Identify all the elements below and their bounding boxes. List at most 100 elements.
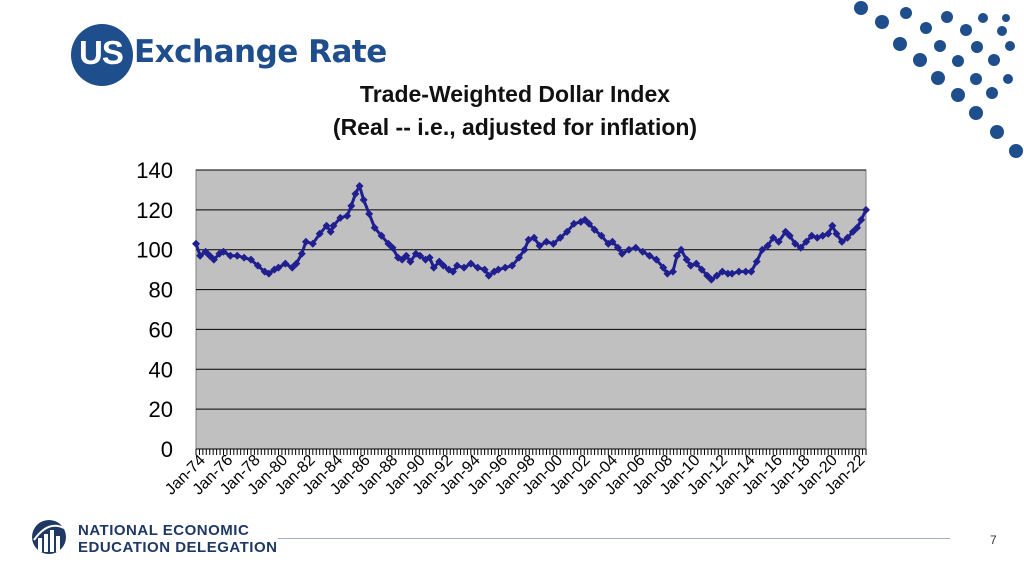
data-point — [416, 251, 425, 260]
data-point — [281, 259, 290, 268]
data-point — [473, 263, 482, 272]
decor-dot — [1005, 41, 1015, 51]
decor-dot — [893, 37, 907, 51]
data-point — [677, 245, 686, 254]
decor-dot — [997, 26, 1007, 36]
data-point — [569, 219, 578, 228]
data-point — [563, 227, 572, 236]
decor-dot — [988, 54, 1000, 66]
need-logo-icon — [32, 520, 66, 554]
data-point — [359, 195, 368, 204]
data-point — [542, 237, 551, 246]
y-tick-label: 40 — [149, 357, 173, 382]
data-point — [659, 263, 668, 272]
y-tick-label: 100 — [136, 238, 173, 263]
decor-dot — [986, 87, 998, 99]
data-point — [723, 269, 732, 278]
slide-title: Exchange Rate — [134, 34, 387, 70]
y-tick-label: 80 — [149, 278, 173, 303]
data-point — [697, 265, 706, 274]
data-point — [668, 267, 677, 276]
data-point — [508, 261, 517, 270]
data-point — [384, 239, 393, 248]
decor-dot — [900, 7, 912, 19]
data-point — [590, 225, 599, 234]
data-point — [449, 267, 458, 276]
decor-dot — [913, 53, 927, 67]
decor-dot — [971, 41, 983, 53]
decor-dot — [934, 40, 946, 52]
data-point — [608, 237, 617, 246]
data-point — [288, 263, 297, 272]
data-point — [652, 255, 661, 264]
data-point — [253, 261, 262, 270]
data-point — [425, 253, 434, 262]
data-point — [351, 189, 360, 198]
decor-dot — [941, 11, 953, 23]
decor-dot — [854, 1, 868, 15]
data-point — [624, 245, 633, 254]
data-point — [406, 257, 415, 266]
chart-subtitle: (Real -- i.e., adjusted for inflation) — [332, 114, 698, 140]
data-point — [549, 239, 558, 248]
data-point — [388, 243, 397, 252]
data-point — [480, 265, 489, 274]
decor-dot — [970, 73, 982, 85]
data-point — [763, 241, 772, 250]
data-point — [343, 211, 352, 220]
data-point — [848, 227, 857, 236]
data-point — [597, 231, 606, 240]
data-point — [707, 275, 716, 284]
data-point — [769, 233, 778, 242]
data-point — [638, 247, 647, 256]
data-point — [219, 247, 228, 256]
data-point — [585, 219, 594, 228]
title-badge — [71, 24, 133, 86]
chart-title: Trade-Weighted Dollar Index — [359, 81, 671, 107]
data-point — [209, 255, 218, 264]
data-point — [439, 261, 448, 270]
decor-dot — [952, 55, 964, 67]
data-point — [791, 239, 800, 248]
decor-dot — [969, 106, 983, 120]
data-point — [673, 251, 682, 260]
footer-divider — [278, 538, 950, 539]
data-point — [514, 253, 523, 262]
data-point — [315, 229, 324, 238]
data-point — [837, 237, 846, 246]
data-point — [297, 249, 306, 258]
y-tick-label: 60 — [149, 317, 173, 342]
data-point — [692, 259, 701, 268]
data-point — [758, 245, 767, 254]
data-point — [326, 227, 335, 236]
series — [192, 181, 870, 284]
data-point — [322, 221, 331, 230]
data-point — [535, 241, 544, 250]
data-point — [429, 263, 438, 272]
data-point — [703, 271, 712, 280]
data-point — [246, 255, 255, 264]
data-point — [645, 251, 654, 260]
decor-dot — [1003, 74, 1013, 84]
data-point — [828, 221, 837, 230]
title-prefix: US — [79, 34, 124, 71]
data-point — [292, 259, 301, 268]
data-point — [308, 239, 317, 248]
data-point — [365, 209, 374, 218]
data-point — [274, 263, 283, 272]
data-point — [205, 251, 214, 260]
y-tick-label: 0 — [161, 437, 173, 462]
data-point — [347, 201, 356, 210]
data-point — [301, 237, 310, 246]
data-point — [853, 223, 862, 232]
y-axis: 0 20 40 60 80 100 120 140 — [136, 158, 173, 462]
data-point — [580, 215, 589, 224]
data-point — [421, 255, 430, 264]
data-point — [226, 251, 235, 260]
decor-dot — [931, 71, 945, 85]
data-point — [781, 227, 790, 236]
data-point — [741, 267, 750, 276]
data-point — [377, 231, 386, 240]
decor-dot — [920, 22, 932, 34]
